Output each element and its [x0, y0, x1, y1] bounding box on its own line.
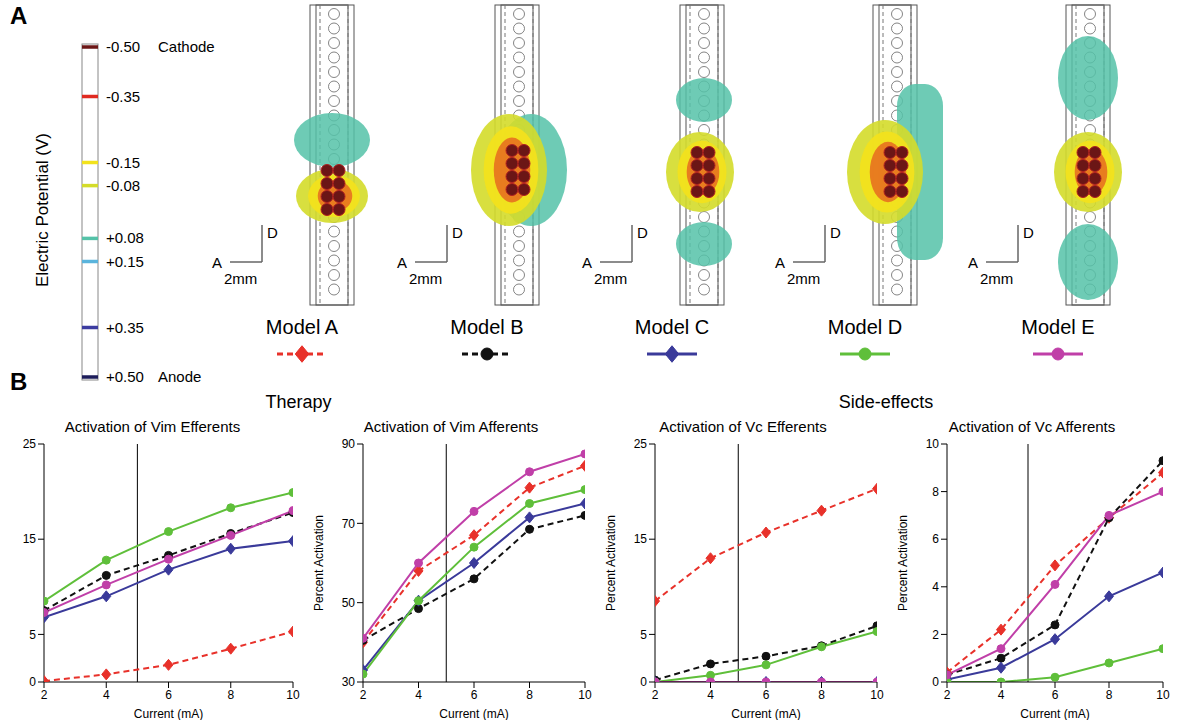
- html-text:Activation of Vc Efferents: Activation of Vc Efferents: [659, 418, 827, 435]
- svg-text:Percent Activation: Percent Activation: [312, 515, 326, 611]
- svg-text:10: 10: [578, 688, 592, 702]
- html-text:Side-effects: Side-effects: [838, 392, 934, 412]
- svg-text:Model A: Model A: [266, 316, 339, 338]
- svg-text:15: 15: [634, 532, 648, 546]
- svg-text:A: A: [582, 254, 592, 271]
- svg-text:0: 0: [640, 675, 647, 689]
- svg-text:8: 8: [526, 688, 533, 702]
- svg-text:6: 6: [763, 688, 770, 702]
- svg-text:4: 4: [707, 688, 714, 702]
- svg-text:+0.35: +0.35: [106, 319, 144, 336]
- svg-text:-0.35: -0.35: [106, 88, 140, 105]
- svg-text:25: 25: [23, 438, 37, 451]
- svg-text:2: 2: [944, 688, 951, 702]
- svg-text:Anode: Anode: [158, 368, 201, 385]
- svg-text:2mm: 2mm: [980, 270, 1013, 287]
- svg-text:50: 50: [342, 596, 356, 610]
- svg-text:10: 10: [286, 688, 300, 702]
- svg-text:A: A: [10, 2, 27, 29]
- svg-text:6: 6: [1052, 688, 1059, 702]
- html-text:Activation of Vc Afferents: Activation of Vc Afferents: [948, 418, 1116, 435]
- svg-text:2: 2: [652, 688, 659, 702]
- html-text:B: B: [10, 368, 28, 395]
- svg-text:70: 70: [342, 517, 356, 531]
- svg-text:0: 0: [932, 675, 939, 689]
- html-text:Activation of Vim Afferents: Activation of Vim Afferents: [363, 418, 539, 435]
- svg-text:Current (mA): Current (mA): [1020, 707, 1089, 720]
- svg-text:+0.08: +0.08: [106, 229, 144, 246]
- svg-text:2: 2: [932, 628, 939, 642]
- svg-text:-0.15: -0.15: [106, 154, 140, 171]
- svg-text:2mm: 2mm: [224, 270, 257, 287]
- svg-text:A: A: [968, 254, 978, 271]
- svg-text:8: 8: [227, 688, 234, 702]
- svg-text:Model C: Model C: [635, 316, 709, 338]
- svg-text:D: D: [452, 224, 463, 241]
- svg-text:D: D: [830, 224, 841, 241]
- svg-text:A: A: [212, 254, 222, 271]
- svg-text:4: 4: [103, 688, 110, 702]
- svg-text:+0.50: +0.50: [106, 368, 144, 385]
- svg-text:5: 5: [640, 628, 647, 642]
- svg-text:8: 8: [818, 688, 825, 702]
- svg-text:D: D: [267, 224, 278, 241]
- svg-text:6: 6: [471, 688, 478, 702]
- svg-text:Cathode: Cathode: [158, 38, 215, 55]
- svg-text:2mm: 2mm: [594, 270, 627, 287]
- svg-text:D: D: [637, 224, 648, 241]
- svg-text:8: 8: [932, 485, 939, 499]
- svg-text:2: 2: [41, 688, 48, 702]
- svg-text:4: 4: [932, 580, 939, 594]
- svg-text:6: 6: [932, 532, 939, 546]
- svg-text:10: 10: [1156, 688, 1170, 702]
- svg-text:4: 4: [415, 688, 422, 702]
- svg-text:90: 90: [342, 438, 356, 451]
- svg-text:Current (mA): Current (mA): [134, 707, 203, 720]
- svg-text:D: D: [1023, 224, 1034, 241]
- svg-text:-0.08: -0.08: [106, 177, 140, 194]
- svg-text:8: 8: [1106, 688, 1113, 702]
- svg-text:Percent Activation: Percent Activation: [896, 515, 910, 611]
- svg-text:Current (mA): Current (mA): [439, 707, 508, 720]
- svg-text:A: A: [775, 254, 785, 271]
- svg-text:Electric Potential (V): Electric Potential (V): [33, 133, 52, 287]
- svg-text:Model E: Model E: [1021, 316, 1094, 338]
- svg-text:2: 2: [360, 688, 367, 702]
- svg-text:A: A: [397, 254, 407, 271]
- svg-text:+0.15: +0.15: [106, 253, 144, 270]
- svg-text:-0.50: -0.50: [106, 38, 140, 55]
- svg-text:25: 25: [634, 438, 648, 451]
- svg-text:Current (mA): Current (mA): [731, 707, 800, 720]
- svg-text:Model D: Model D: [828, 316, 902, 338]
- svg-text:0: 0: [29, 675, 36, 689]
- html-text:Activation of Vim Efferents: Activation of Vim Efferents: [64, 418, 241, 435]
- svg-text:10: 10: [870, 688, 884, 702]
- svg-text:30: 30: [342, 675, 356, 689]
- svg-text:2mm: 2mm: [787, 270, 820, 287]
- svg-text:10: 10: [926, 438, 940, 451]
- svg-text:15: 15: [23, 532, 37, 546]
- html-text:Therapy: Therapy: [265, 392, 332, 412]
- svg-text:Model B: Model B: [450, 316, 523, 338]
- svg-text:5: 5: [29, 628, 36, 642]
- svg-text:2mm: 2mm: [409, 270, 442, 287]
- svg-text:6: 6: [165, 688, 172, 702]
- svg-text:Percent Activation: Percent Activation: [604, 515, 618, 611]
- svg-text:4: 4: [998, 688, 1005, 702]
